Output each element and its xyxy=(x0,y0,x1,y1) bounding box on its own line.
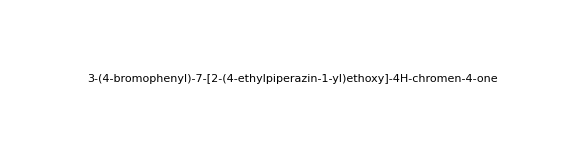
Text: 3-(4-bromophenyl)-7-[2-(4-ethylpiperazin-1-yl)ethoxy]-4H-chromen-4-one: 3-(4-bromophenyl)-7-[2-(4-ethylpiperazin… xyxy=(87,74,498,84)
